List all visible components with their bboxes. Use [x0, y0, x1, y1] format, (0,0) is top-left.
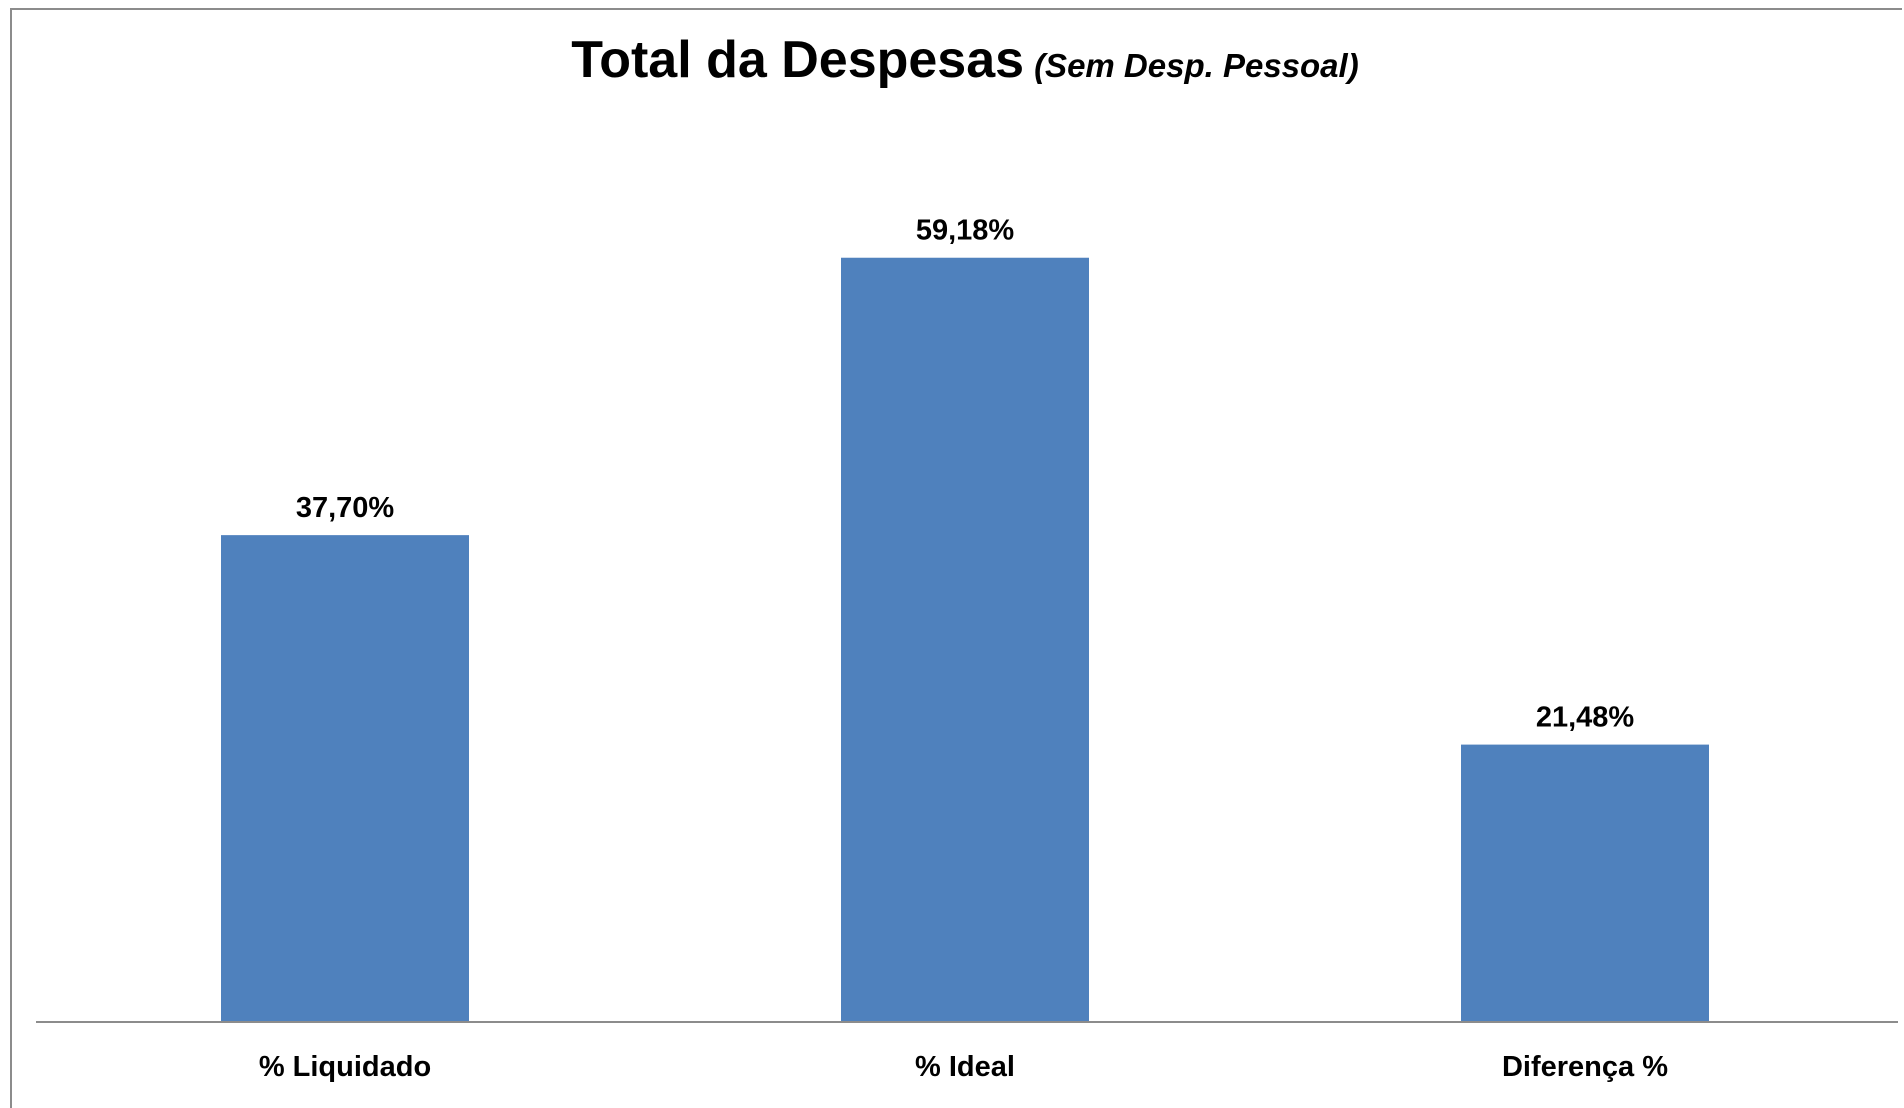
chart-subtitle: (Sem Desp. Pessoal) — [1034, 47, 1359, 84]
data-label-2: 21,48% — [1536, 702, 1635, 734]
labels-layer: 37,70% % Liquidado 59,18% % Ideal 21,48% Dife… — [259, 215, 1668, 1083]
bar-2 — [1461, 744, 1709, 1022]
data-label-1: 59,18% — [916, 215, 1015, 247]
data-label-0: 37,70% — [296, 492, 395, 524]
bar-1 — [841, 257, 1089, 1023]
x-tick-label-2: Diferença % — [1502, 1051, 1668, 1083]
x-tick-label-1: % Ideal — [915, 1051, 1015, 1083]
chart-frame — [10, 8, 1902, 1108]
chart-title: Total da Despesas — [571, 31, 1025, 89]
bars-layer — [221, 257, 1709, 1023]
bar-0 — [221, 535, 469, 1022]
x-tick-label-0: % Liquidado — [259, 1051, 431, 1083]
chart-title-block: Total da Despesas (Sem Desp. Pessoal) — [0, 30, 1904, 90]
